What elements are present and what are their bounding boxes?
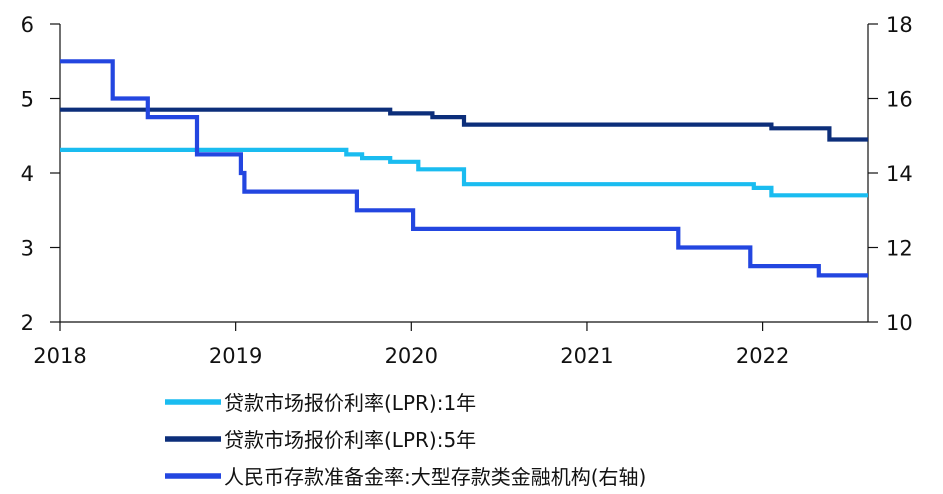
series-lines <box>60 59 868 278</box>
x-tick-label: 2018 <box>33 344 86 368</box>
y-left-tick-label: 6 <box>21 13 34 37</box>
x-tick-label: 2021 <box>560 344 613 368</box>
x-tick-label: 2022 <box>736 344 789 368</box>
y-right-tick-label: 10 <box>886 311 913 335</box>
y-left-tick-label: 5 <box>21 88 34 112</box>
y-axis-right-ticks: 10 12 14 16 18 <box>868 13 913 335</box>
legend-label-3: 人民币存款准备金率:大型存款类金融机构(右轴) <box>224 465 646 489</box>
x-tick-label: 2019 <box>209 344 262 368</box>
legend-label-2: 贷款市场报价利率(LPR):5年 <box>224 428 476 452</box>
y-right-tick-label: 16 <box>886 88 913 112</box>
y-axis-left-ticks: 2 3 4 5 6 <box>21 13 60 335</box>
x-tick-label: 2020 <box>385 344 438 368</box>
y-left-tick-label: 4 <box>21 162 34 186</box>
y-left-tick-label: 3 <box>21 237 34 261</box>
y-left-tick-label: 2 <box>21 311 34 335</box>
y-right-tick-label: 12 <box>886 237 913 261</box>
x-axis-ticks: 2018 2019 2020 2021 2022 <box>33 322 789 368</box>
series-line-2 <box>60 107 868 142</box>
legend: 贷款市场报价利率(LPR):1年贷款市场报价利率(LPR):5年人民币存款准备金… <box>165 391 646 489</box>
y-right-tick-label: 18 <box>886 13 913 37</box>
series-line-3 <box>60 59 868 278</box>
y-right-tick-label: 14 <box>886 162 913 186</box>
series-line-1 <box>60 147 868 198</box>
legend-label-1: 贷款市场报价利率(LPR):1年 <box>224 391 476 415</box>
